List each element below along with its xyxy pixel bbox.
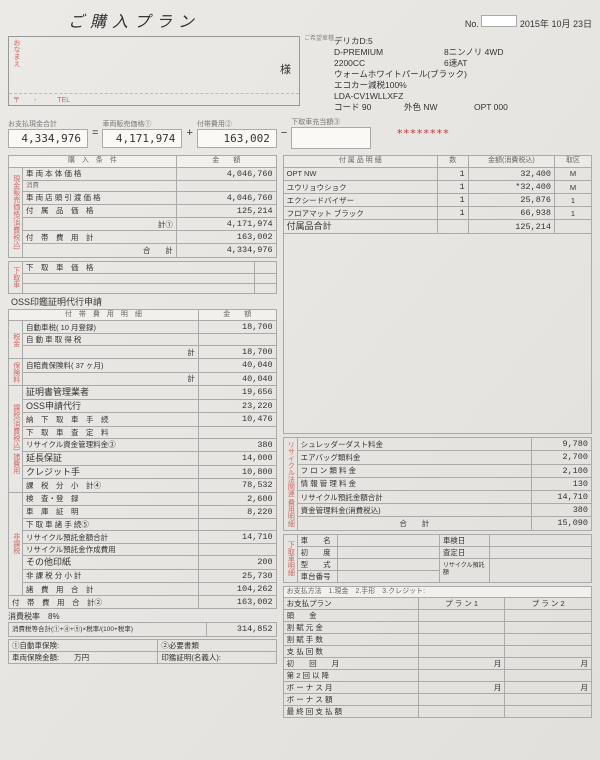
trade-in-credit (291, 127, 371, 149)
oss-title: OSS印鑑証明代行申請 (8, 294, 277, 309)
customer-addr-row: 〒 - TEL (9, 93, 299, 105)
date-day: 23 (573, 19, 583, 29)
total-payment: 4,334,976 (8, 129, 88, 148)
purchase-plan-document: ご購入プラン No. 2015年 10月 23日 おなまえ 様 〒 - TEL … (0, 0, 600, 760)
price-summary-row: お支払現金合計4,334,976 = 車両販売価格①4,171,974 + 付帯… (8, 117, 592, 149)
customer-box: おなまえ 様 〒 - TEL (8, 36, 300, 106)
fees-table: 付 帯 費 用 明 細金 額 税金自動車税( 10 月登録)18,700 自 動… (8, 309, 277, 610)
vehicle-info: ご希望車種デリカD:5 D-PREMIUM8ニンノリ 4WD 2200CC6速A… (304, 36, 592, 113)
date-no-label: No. (465, 19, 479, 29)
recycle-table: リサイクル法関連 費用明細シュレッダーダスト料金9,780 エアバッグ類料金2,… (283, 437, 592, 530)
date-row: No. 2015年 10月 23日 (465, 15, 592, 30)
payment-plan-table: お支払方法 1.現金 2.手形 3.クレジット: お支払プランプ ラ ン 1プ … (283, 586, 592, 718)
car-price: 4,171,974 (102, 129, 182, 148)
trade-in-table: 下取車下 取 車 価 格 (8, 261, 277, 294)
date-year: 2015 (520, 19, 540, 29)
tax-rate-row: 消費税率 8% (8, 611, 277, 622)
customer-sama: 様 (280, 61, 291, 77)
right-column: 付 属 品 明 細数金額(消費税込)取区 OPT NW132,400M ユウリョ… (283, 155, 592, 718)
left-column: 購 入 条 件金 額 現金販売価格(消費税込)車 両 本 体 価 格4,046,… (8, 155, 277, 718)
doc-title: ご購入プラン (68, 8, 200, 32)
tax-calc-table: 消費税等合計(①+④+⑤)×税率/(100+税率)314,852 (8, 622, 277, 636)
customer-name-label: おなまえ (11, 39, 21, 67)
purchase-conditions-table: 購 入 条 件金 額 現金販売価格(消費税込)車 両 本 体 価 格4,046,… (8, 155, 277, 257)
header: ご購入プラン No. 2015年 10月 23日 (8, 8, 592, 32)
date-month: 10 (551, 19, 561, 29)
incidental-cost: 163,002 (197, 129, 277, 148)
trade-car-detail-table: 下取車明細車 名車検日 初 度査定日 型 式リサイクル預託額 車台番号 (283, 534, 592, 583)
stars: ******** (375, 125, 455, 142)
doc-number-box (481, 15, 517, 27)
accessory-table: 付 属 品 明 細数金額(消費税込)取区 OPT NW132,400M ユウリョ… (283, 155, 592, 434)
insurance-footer-table: ①自動車保険:②必要書類 車両保険金額: 万円印鑑証明(名義人): (8, 639, 277, 664)
